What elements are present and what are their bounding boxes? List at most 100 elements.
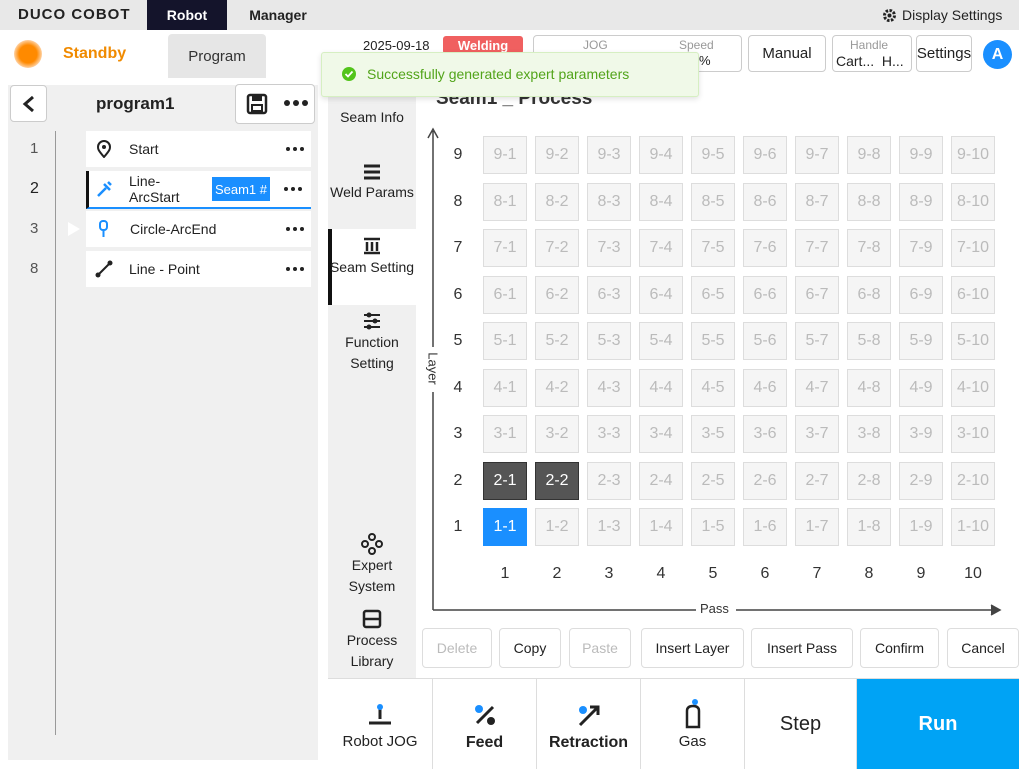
grid-cell[interactable]: 1-10 [951,508,995,546]
grid-cell[interactable]: 6-1 [483,275,527,314]
menu-item[interactable]: Weld Params [330,184,414,200]
program-tab[interactable]: Program [168,34,266,78]
grid-cell[interactable]: 4-4 [639,368,683,407]
grid-cell[interactable]: 5-3 [587,322,631,360]
avatar[interactable]: A [983,40,1012,69]
grid-cell[interactable]: 5-6 [743,322,787,360]
grid-cell[interactable]: 9-9 [899,136,943,174]
grid-cell[interactable]: 5-5 [691,322,735,360]
grid-cell[interactable]: 8-9 [899,182,943,221]
grid-cell[interactable]: 4-5 [691,368,735,407]
grid-cell[interactable]: 1-9 [899,508,943,546]
grid-cell[interactable]: 3-7 [795,415,839,453]
grid-cell[interactable]: 8-7 [795,182,839,221]
menu-item[interactable]: Function Setting [345,334,399,371]
grid-cell[interactable]: 3-8 [847,415,891,453]
grid-cell[interactable]: 6-3 [587,275,631,314]
grid-cell[interactable]: 1-5 [691,508,735,546]
save-icon[interactable] [246,93,268,115]
menu-item[interactable]: Process Library [346,632,398,669]
grid-cell[interactable]: 2-3 [587,461,631,500]
grid-cell[interactable]: 7-5 [691,229,735,267]
grid-cell[interactable]: 3-5 [691,415,735,453]
program-line[interactable] [86,251,311,287]
manual-button[interactable]: Manual [748,35,826,72]
grid-cell[interactable]: 4-7 [795,368,839,407]
grid-cell[interactable]: 3-4 [639,415,683,453]
grid-cell[interactable]: 8-3 [587,182,631,221]
grid-cell[interactable]: 5-1 [483,322,527,360]
action-button[interactable]: Cancel [947,628,1019,668]
grid-cell[interactable]: 1-1 [483,508,527,546]
grid-cell[interactable]: 2-5 [691,461,735,500]
more-icon[interactable] [283,98,309,108]
grid-cell[interactable]: 5-10 [951,322,995,360]
action-button[interactable]: Copy [499,628,561,668]
display-settings[interactable]: Display Settings [902,7,1003,23]
grid-cell[interactable]: 9-8 [847,136,891,174]
program-line-selected[interactable] [86,171,311,209]
grid-cell[interactable]: 8-8 [847,182,891,221]
grid-cell[interactable]: 5-9 [899,322,943,360]
grid-cell[interactable]: 9-7 [795,136,839,174]
grid-cell[interactable]: 2-6 [743,461,787,500]
grid-cell[interactable]: 9-2 [535,136,579,174]
more-icon[interactable] [285,225,305,233]
tab[interactable]: Manager [249,7,307,23]
action-button[interactable]: Confirm [860,628,939,668]
grid-cell[interactable]: 3-6 [743,415,787,453]
grid-cell[interactable]: 4-2 [535,368,579,407]
grid-cell[interactable]: 4-1 [483,368,527,407]
grid-cell[interactable]: 6-4 [639,275,683,314]
program-line[interactable] [86,131,311,167]
grid-cell[interactable]: 1-8 [847,508,891,546]
more-icon[interactable] [283,185,303,193]
grid-cell[interactable]: 7-7 [795,229,839,267]
menu-item[interactable]: Seam Info [340,109,404,125]
menu-item[interactable]: Expert System [348,557,396,594]
grid-cell[interactable]: 9-4 [639,136,683,174]
grid-cell[interactable]: 6-10 [951,275,995,314]
grid-cell[interactable]: 1-2 [535,508,579,546]
more-icon[interactable] [285,265,305,273]
grid-cell[interactable]: 7-1 [483,229,527,267]
grid-cell[interactable]: 7-4 [639,229,683,267]
grid-cell[interactable]: 3-10 [951,415,995,453]
grid-cell[interactable]: 6-7 [795,275,839,314]
grid-cell[interactable]: 2-2 [535,461,579,500]
grid-cell[interactable]: 2-1 [483,461,527,500]
grid-cell[interactable]: 7-8 [847,229,891,267]
grid-cell[interactable]: 4-10 [951,368,995,407]
grid-cell[interactable]: 8-1 [483,182,527,221]
grid-cell[interactable]: 8-2 [535,182,579,221]
bottom-button[interactable]: Gas [641,679,745,769]
grid-cell[interactable]: 2-7 [795,461,839,500]
grid-cell[interactable]: 4-3 [587,368,631,407]
settings-button[interactable]: Settings [916,35,972,72]
grid-cell[interactable]: 4-6 [743,368,787,407]
grid-cell[interactable]: 2-8 [847,461,891,500]
grid-cell[interactable]: 8-6 [743,182,787,221]
back-button[interactable] [10,85,47,122]
grid-cell[interactable]: 6-6 [743,275,787,314]
grid-cell[interactable]: 3-3 [587,415,631,453]
grid-cell[interactable]: 3-2 [535,415,579,453]
grid-cell[interactable]: 9-3 [587,136,631,174]
grid-cell[interactable]: 7-6 [743,229,787,267]
grid-cell[interactable]: 9-5 [691,136,735,174]
more-icon[interactable] [285,145,305,153]
grid-cell[interactable]: 2-9 [899,461,943,500]
bottom-button[interactable]: Retraction [537,679,641,769]
action-button[interactable]: Insert Pass [751,628,853,668]
grid-cell[interactable]: 2-4 [639,461,683,500]
grid-cell[interactable]: 7-3 [587,229,631,267]
run-button[interactable]: Run [857,679,1019,769]
grid-cell[interactable]: 1-6 [743,508,787,546]
grid-cell[interactable]: 6-5 [691,275,735,314]
grid-cell[interactable]: 3-1 [483,415,527,453]
tab[interactable]: Robot [147,0,227,30]
grid-cell[interactable]: 1-4 [639,508,683,546]
grid-cell[interactable]: 2-10 [951,461,995,500]
grid-cell[interactable]: 5-7 [795,322,839,360]
grid-cell[interactable]: 5-2 [535,322,579,360]
